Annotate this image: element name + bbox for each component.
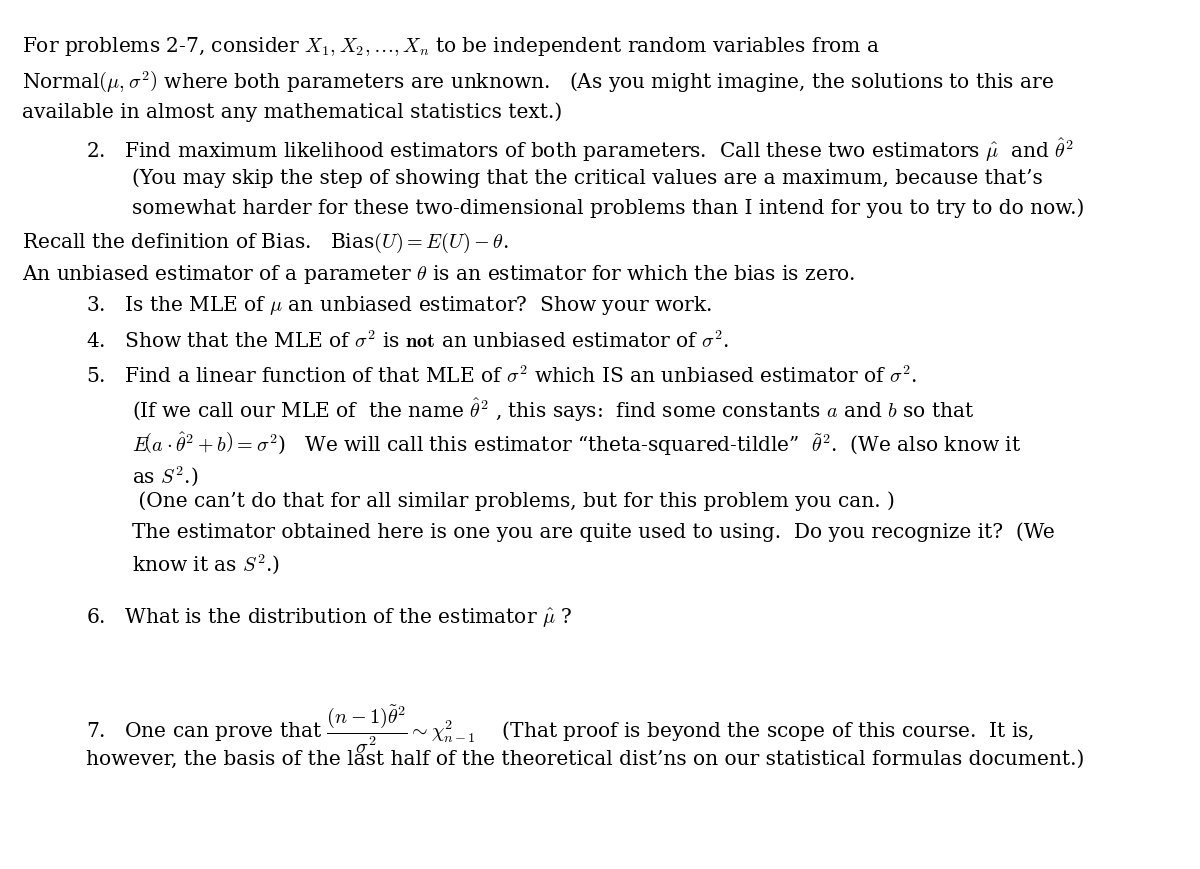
Text: as $S^2$.): as $S^2$.) bbox=[132, 463, 198, 488]
Text: Recall the definition of Bias.   Bias$(U) = E(U)-\theta$.: Recall the definition of Bias. Bias$(U) … bbox=[22, 230, 509, 255]
Text: $E\!\left(a\cdot\hat{\theta}^2+b\right)=\sigma^2$)   We will call this estimator: $E\!\left(a\cdot\hat{\theta}^2+b\right)=… bbox=[132, 430, 1021, 458]
Text: (You may skip the step of showing that the critical values are a maximum, becaus: (You may skip the step of showing that t… bbox=[132, 168, 1043, 188]
Text: know it as $S^2$.): know it as $S^2$.) bbox=[132, 552, 281, 576]
Text: The estimator obtained here is one you are quite used to using.  Do you recogniz: The estimator obtained here is one you a… bbox=[132, 521, 1055, 541]
Text: (If we call our MLE of  the name $\hat{\theta}^2$ , this says:  find some consta: (If we call our MLE of the name $\hat{\t… bbox=[132, 396, 974, 424]
Text: An unbiased estimator of a parameter $\theta$ is an estimator for which the bias: An unbiased estimator of a parameter $\t… bbox=[22, 262, 854, 285]
Text: 5.   Find a linear function of that MLE of $\sigma^2$ which IS an unbiased estim: 5. Find a linear function of that MLE of… bbox=[86, 365, 918, 387]
Text: available in almost any mathematical statistics text.): available in almost any mathematical sta… bbox=[22, 103, 562, 123]
Text: 6.   What is the distribution of the estimator $\hat{\mu}$ ?: 6. What is the distribution of the estim… bbox=[86, 606, 572, 629]
Text: (One can’t do that for all similar problems, but for this problem you can. ): (One can’t do that for all similar probl… bbox=[132, 491, 895, 511]
Text: 4.   Show that the MLE of $\sigma^2$ is $\mathbf{not}$ an unbiased estimator of : 4. Show that the MLE of $\sigma^2$ is $\… bbox=[86, 330, 730, 352]
Text: 7.   One can prove that $\dfrac{(n-1)\tilde{\theta}^2}{\sigma^2} \sim \chi^2_{n-: 7. One can prove that $\dfrac{(n-1)\tild… bbox=[86, 702, 1034, 754]
Text: 2.   Find maximum likelihood estimators of both parameters.  Call these two esti: 2. Find maximum likelihood estimators of… bbox=[86, 136, 1074, 164]
Text: somewhat harder for these two-dimensional problems than I intend for you to try : somewhat harder for these two-dimensiona… bbox=[132, 198, 1085, 218]
Text: 3.   Is the MLE of $\mu$ an unbiased estimator?  Show your work.: 3. Is the MLE of $\mu$ an unbiased estim… bbox=[86, 294, 713, 316]
Text: For problems 2-7, consider $X_1, X_2, \ldots, X_n$ to be independent random vari: For problems 2-7, consider $X_1, X_2, \l… bbox=[22, 35, 880, 57]
Text: Normal$\left(\mu,\sigma^2\right)$ where both parameters are unknown.   (As you m: Normal$\left(\mu,\sigma^2\right)$ where … bbox=[22, 70, 1054, 95]
Text: however, the basis of the last half of the theoretical dist’ns on our statistica: however, the basis of the last half of t… bbox=[86, 749, 1085, 768]
